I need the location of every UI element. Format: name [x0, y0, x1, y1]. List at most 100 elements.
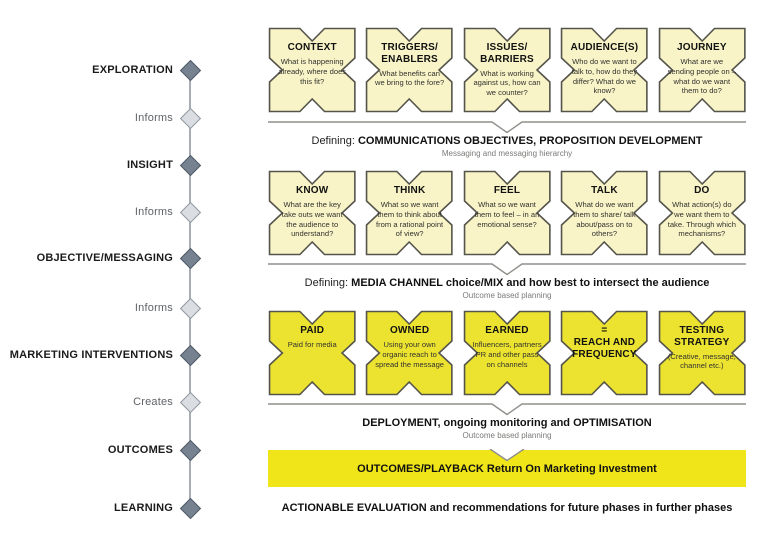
card-desc: What are we sending people on – what do … — [667, 56, 737, 96]
timeline-label: MARKETING INTERVENTIONS — [9, 349, 173, 361]
chevron-divider-icon — [268, 263, 746, 276]
card-title: TESTING STRATEGY — [674, 325, 730, 348]
card-desc: Paid for media — [287, 339, 337, 349]
timeline-item-informs-3: Informs — [0, 296, 202, 320]
defining-band-communications: Defining: COMMUNICATIONS OBJECTIVES, PRO… — [268, 121, 746, 158]
timeline-item-insight: INSIGHT — [0, 153, 202, 177]
card-triggers-enablers: TRIGGERS/ ENABLERS What benefits can we … — [365, 27, 454, 113]
card-title: PAID — [300, 325, 325, 336]
timeline-label: Informs — [134, 302, 173, 314]
card-content: AUDIENCE(S) Who do we want to talk to, h… — [560, 27, 648, 96]
timeline-label: Informs — [134, 112, 173, 124]
card-content: EARNED Influencers, partners PR and othe… — [463, 310, 551, 369]
media-cards-row: PAID Paid for media OWNED Using your own… — [268, 310, 746, 396]
stage-diamond-icon — [179, 497, 202, 519]
messaging-cards-row: KNOW What are the key take outs we want … — [268, 170, 746, 256]
band-subtitle: Messaging and messaging hierarchy — [441, 149, 573, 158]
card-title: EARNED — [485, 325, 529, 336]
chevron-divider-icon — [268, 121, 746, 134]
card-desc: What do we want them to share/ talk abou… — [573, 199, 636, 239]
card-content: FEEL What so we want them to feel – in a… — [463, 170, 551, 229]
card-desc: Using your own organic reach to spread t… — [375, 339, 445, 369]
timeline-label: EXPLORATION — [92, 64, 173, 76]
card-issues-barriers: ISSUES/ BARRIERS What is working against… — [463, 27, 551, 113]
card-title: DO — [694, 185, 710, 196]
card-desc: Who do we want to talk to, how do they d… — [571, 56, 638, 96]
band-title: Defining: COMMUNICATIONS OBJECTIVES, PRO… — [268, 135, 746, 147]
card-testing-strategy: TESTING STRATEGY (Creative, message, cha… — [658, 310, 746, 396]
band-prefix: Defining: — [311, 135, 358, 147]
card-content: CONTEXT What is happening already, where… — [268, 27, 356, 86]
card-title: AUDIENCE(S) — [570, 42, 639, 53]
card-reach-and-frequency: = REACH AND FREQUENCY — [560, 310, 648, 396]
card-desc: Influencers, partners PR and other pass … — [472, 339, 542, 369]
connector-diamond-icon — [179, 297, 202, 319]
timeline-item-informs-2: Informs — [0, 200, 202, 224]
card-title: = REACH AND FREQUENCY — [572, 325, 637, 360]
connector-diamond-icon — [179, 201, 202, 223]
connector-diamond-icon — [179, 107, 202, 129]
card-desc: What is happening already, where does th… — [278, 56, 347, 86]
band-subtitle: Outcome based planning — [462, 431, 552, 440]
card-content: TALK What do we want them to share/ talk… — [560, 170, 648, 239]
band-prefix: Defining: — [304, 277, 352, 289]
stage-diamond-icon — [179, 344, 202, 366]
outcomes-playback-bar: OUTCOMES/PLAYBACK Return On Marketing In… — [268, 449, 746, 487]
card-title: JOURNEY — [676, 42, 727, 53]
timeline-label: LEARNING — [113, 502, 173, 514]
exploration-cards-row: CONTEXT What is happening already, where… — [268, 27, 746, 113]
timeline-item-learning: LEARNING — [0, 496, 202, 520]
stage-diamond-icon — [179, 247, 202, 269]
card-title: OWNED — [389, 325, 430, 336]
card-content: DO What action(s) do we want them to tak… — [658, 170, 746, 239]
card-context: CONTEXT What is happening already, where… — [268, 27, 356, 113]
card-title: THINK — [393, 185, 426, 196]
process-timeline: EXPLORATION Informs INSIGHT Informs OBJE… — [0, 0, 240, 552]
card-desc: (Creative, message, channel etc.) — [667, 351, 736, 371]
card-talk: TALK What do we want them to share/ talk… — [560, 170, 648, 256]
timeline-item-marketing-interventions: MARKETING INTERVENTIONS — [0, 343, 202, 367]
timeline-item-objective-messaging: OBJECTIVE/MESSAGING — [0, 246, 202, 270]
card-audiences: AUDIENCE(S) Who do we want to talk to, h… — [560, 27, 648, 113]
actionable-evaluation-text: ACTIONABLE EVALUATION and recommendation… — [281, 502, 733, 514]
timeline-label: Informs — [134, 206, 173, 218]
connector-diamond-icon — [179, 391, 202, 413]
deployment-band: DEPLOYMENT, ongoing monitoring and OPTIM… — [268, 403, 746, 440]
card-content: ISSUES/ BARRIERS What is working against… — [463, 27, 551, 98]
card-title: ISSUES/ BARRIERS — [480, 42, 534, 65]
band-subtitle: Outcome based planning — [462, 291, 552, 300]
card-content: THINK What so we want them to think abou… — [365, 170, 453, 239]
card-title: KNOW — [295, 185, 329, 196]
band-title-bold: MEDIA CHANNEL choice/MIX and how best to… — [351, 277, 710, 289]
band-title-bold: COMMUNICATIONS OBJECTIVES, PROPOSITION D… — [357, 135, 703, 147]
stage-diamond-icon — [179, 154, 202, 176]
timeline-line — [189, 70, 191, 508]
stage-diamond-icon — [179, 59, 202, 81]
timeline-item-exploration: EXPLORATION — [0, 58, 202, 82]
band-title-bold: DEPLOYMENT, ongoing monitoring and OPTIM… — [362, 417, 652, 429]
timeline-item-informs-1: Informs — [0, 106, 202, 130]
card-desc: What benefits can we bring to the fore? — [374, 68, 445, 88]
card-know: KNOW What are the key take outs we want … — [268, 170, 356, 256]
card-think: THINK What so we want them to think abou… — [365, 170, 454, 256]
card-content: TESTING STRATEGY (Creative, message, cha… — [658, 310, 746, 371]
card-journey: JOURNEY What are we sending people on – … — [658, 27, 746, 113]
card-title: TALK — [591, 185, 618, 196]
timeline-label: Creates — [133, 396, 173, 408]
band-title: DEPLOYMENT, ongoing monitoring and OPTIM… — [268, 417, 746, 429]
stage-diamond-icon — [179, 439, 202, 461]
card-desc: What so we want them to think about from… — [376, 199, 444, 239]
card-desc: What is working against us, how can we c… — [473, 68, 541, 98]
timeline-label: OBJECTIVE/MESSAGING — [36, 252, 173, 264]
timeline-item-creates: Creates — [0, 390, 202, 414]
card-content: = REACH AND FREQUENCY — [560, 310, 648, 360]
card-owned: OWNED Using your own organic reach to sp… — [365, 310, 454, 396]
band-title: Defining: MEDIA CHANNEL choice/MIX and h… — [268, 277, 746, 289]
card-content: JOURNEY What are we sending people on – … — [658, 27, 746, 96]
card-content: PAID Paid for media — [268, 310, 356, 350]
defining-band-media-channel: Defining: MEDIA CHANNEL choice/MIX and h… — [268, 263, 746, 300]
card-content: KNOW What are the key take outs we want … — [268, 170, 356, 239]
card-title: FEEL — [493, 185, 521, 196]
outcomes-bar-label: OUTCOMES/PLAYBACK Return On Marketing In… — [357, 462, 657, 475]
